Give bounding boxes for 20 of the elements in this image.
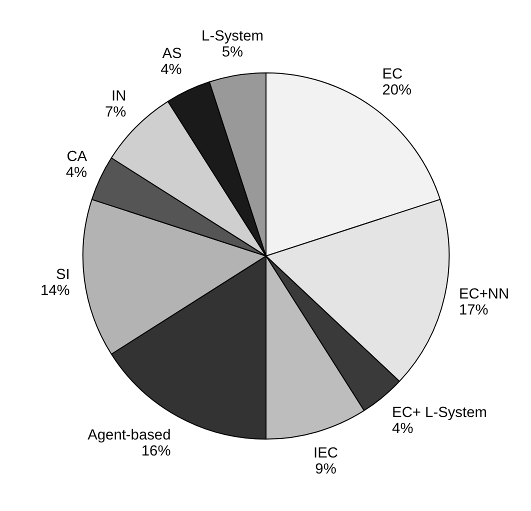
slice-label: SI [56,266,70,283]
slice-label: EC+ L-System [392,405,487,422]
slice-label: Agent-based [88,428,171,444]
data-label: 4% [392,421,414,438]
slice-label: IEC [314,446,338,462]
data-label: 9% [315,462,336,478]
slice-label: EC [382,66,404,83]
slice-label: L-System [202,28,264,44]
slice-label: EC+NN [458,286,510,303]
data-label: 14% [40,282,70,299]
data-label: 7% [104,104,126,121]
data-label: 17% [458,302,488,319]
slice-label: CA [66,148,88,165]
slice-label: AS [162,46,182,62]
data-label: 4% [66,164,88,181]
data-label: 16% [141,444,171,460]
data-label: 4% [160,62,182,78]
data-label: 5% [222,44,244,60]
data-label: 20% [382,82,412,99]
slice-label: IN [112,88,126,105]
